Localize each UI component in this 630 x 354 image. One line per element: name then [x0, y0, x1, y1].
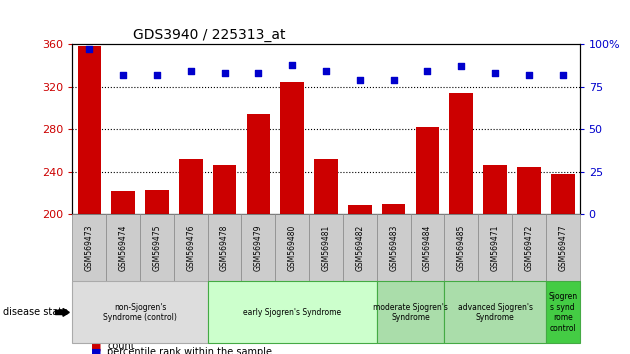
- Point: [220, 70, 230, 76]
- Bar: [416, 127, 439, 214]
- Point: [186, 69, 196, 74]
- Bar: [517, 167, 541, 214]
- Text: GSM569471: GSM569471: [491, 224, 500, 271]
- Text: GDS3940 / 225313_at: GDS3940 / 225313_at: [134, 28, 286, 42]
- Point: [423, 69, 433, 74]
- Bar: [449, 93, 473, 214]
- Text: GSM569481: GSM569481: [321, 225, 331, 271]
- Point: [558, 72, 568, 78]
- Point: [118, 72, 129, 78]
- Text: GSM569475: GSM569475: [152, 224, 161, 271]
- Bar: [551, 174, 575, 214]
- Bar: [112, 191, 135, 214]
- Point: [490, 70, 500, 76]
- Point: [84, 46, 94, 52]
- Text: GSM569482: GSM569482: [355, 225, 364, 271]
- Point: [253, 70, 263, 76]
- Text: early Sjogren's Syndrome: early Sjogren's Syndrome: [243, 308, 341, 317]
- Text: non-Sjogren's
Syndrome (control): non-Sjogren's Syndrome (control): [103, 303, 177, 322]
- Bar: [280, 82, 304, 214]
- Text: GSM569484: GSM569484: [423, 224, 432, 271]
- Bar: [246, 114, 270, 214]
- Bar: [213, 165, 236, 214]
- Text: GSM569472: GSM569472: [524, 224, 534, 271]
- Point: [355, 77, 365, 83]
- Point: [287, 62, 297, 68]
- Text: GSM569480: GSM569480: [288, 224, 297, 271]
- Text: GSM569474: GSM569474: [118, 224, 128, 271]
- Text: disease state: disease state: [3, 307, 68, 318]
- Point: [456, 63, 466, 69]
- Bar: [348, 205, 372, 214]
- Text: GSM569479: GSM569479: [254, 224, 263, 271]
- Bar: [483, 165, 507, 214]
- Text: GSM569483: GSM569483: [389, 224, 398, 271]
- Text: GSM569485: GSM569485: [457, 224, 466, 271]
- Bar: [77, 46, 101, 214]
- Point: [321, 69, 331, 74]
- Bar: [145, 190, 169, 214]
- Point: [524, 72, 534, 78]
- Text: GSM569477: GSM569477: [558, 224, 567, 271]
- Text: GSM569473: GSM569473: [85, 224, 94, 271]
- Text: GSM569476: GSM569476: [186, 224, 195, 271]
- Point: [152, 72, 162, 78]
- Text: count: count: [107, 341, 135, 351]
- Text: ■: ■: [91, 347, 102, 354]
- Text: ■: ■: [91, 341, 102, 351]
- Text: percentile rank within the sample: percentile rank within the sample: [107, 347, 272, 354]
- Bar: [382, 204, 406, 214]
- Bar: [314, 159, 338, 214]
- Text: moderate Sjogren's
Syndrome: moderate Sjogren's Syndrome: [373, 303, 448, 322]
- Text: GSM569478: GSM569478: [220, 224, 229, 271]
- Text: Sjogren
s synd
rome
control: Sjogren s synd rome control: [548, 292, 577, 332]
- Bar: [179, 159, 203, 214]
- Text: advanced Sjogren's
Syndrome: advanced Sjogren's Syndrome: [457, 303, 532, 322]
- Point: [389, 77, 399, 83]
